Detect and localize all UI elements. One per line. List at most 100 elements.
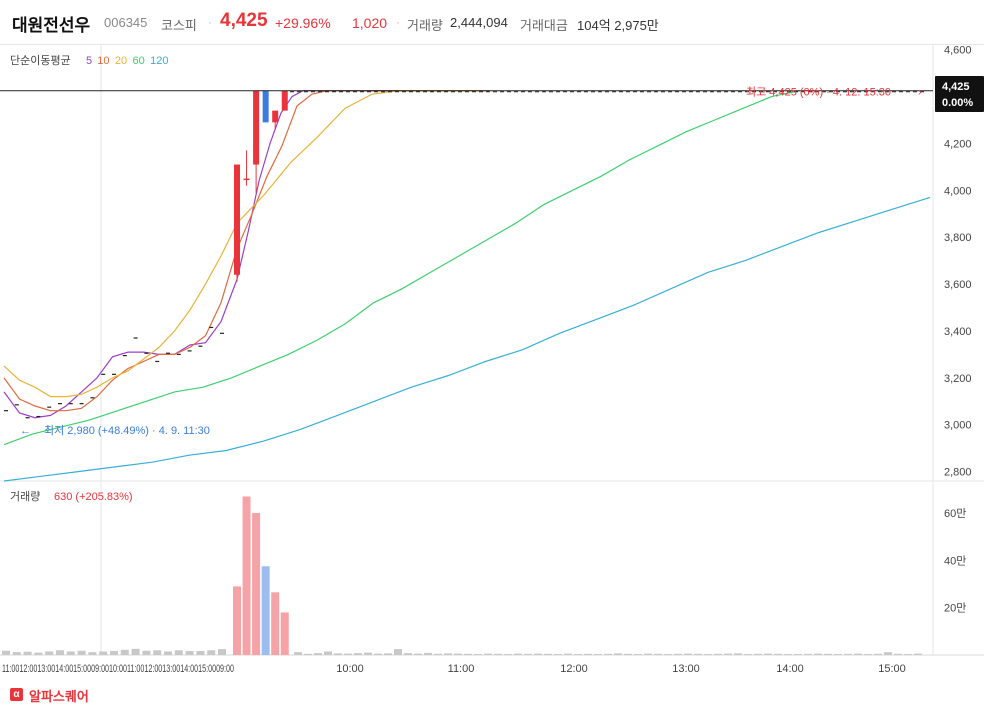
volume-bar [344, 653, 352, 655]
candle-body [272, 110, 279, 123]
volume-bar [354, 653, 362, 655]
volume-bar [131, 648, 140, 655]
volume-tick-label: 60만 [944, 507, 966, 520]
volume-bar [252, 513, 261, 655]
volume-bar [694, 653, 702, 655]
high-arrow-icon: › [918, 87, 922, 99]
volume-bar [814, 653, 822, 655]
volume-label: 거래량 [407, 18, 443, 33]
volume-bar [804, 653, 812, 655]
time-tick-label: 10:00 [336, 663, 364, 675]
volume-bar [854, 653, 862, 655]
volume-bar [644, 653, 652, 655]
candle-body [262, 90, 269, 123]
volume-bar [464, 653, 472, 655]
volume-bar [544, 653, 552, 655]
volume-bar [534, 653, 542, 655]
volume-bar [174, 650, 183, 655]
volume-bar [604, 653, 612, 655]
change-percent: +29.96% [275, 15, 331, 31]
volume-bar [23, 651, 32, 655]
volume-bar [185, 650, 194, 655]
volume-bar [384, 653, 392, 655]
ma60-line [3, 90, 801, 446]
stock-name[interactable]: 대원전선우 [12, 16, 91, 35]
volume-bar [233, 586, 241, 655]
time-tick-label: 15:00 [878, 663, 906, 675]
volume-bar [364, 652, 372, 655]
ma-legend-title: 단순이동평균 [10, 54, 71, 67]
volume-bar [774, 653, 782, 655]
volume-bar [704, 654, 712, 655]
volume-bar [66, 651, 75, 655]
price-tick-label: 3,600 [944, 279, 972, 291]
volume-bar [484, 653, 492, 655]
volume-bar [218, 649, 226, 655]
price-tick-label: 3,400 [944, 326, 972, 338]
low-arrow-icon: ← [20, 425, 31, 437]
time-tick-label: 14:00 [776, 663, 804, 675]
volume-bar [77, 650, 86, 655]
last-price-tag-pct: 0.00% [942, 97, 973, 109]
volume-tick-label: 20만 [944, 602, 966, 615]
last-price-tag [935, 76, 984, 112]
volume-bar [294, 652, 302, 655]
volume-bar [88, 652, 97, 655]
volume-bar [684, 653, 692, 655]
volume-pane-title: 거래량 [10, 490, 40, 503]
ma-legend-period-5: 5 [86, 55, 92, 67]
volume-bar [554, 654, 562, 655]
price-tick-label: 3,200 [944, 373, 972, 385]
change-amount: 1,020 [352, 15, 388, 31]
volume-bar [824, 653, 832, 655]
volume-bar [394, 649, 402, 655]
ma-legend-period-120: 120 [150, 55, 168, 67]
current-price: 4,425 [220, 10, 268, 31]
time-tick-label: 12:00 [560, 663, 588, 675]
volume-bar [674, 653, 682, 655]
volume-bar [324, 651, 332, 655]
volume-bar [34, 652, 43, 655]
volume-bar [794, 654, 802, 655]
time-tick-label: 13:00 [672, 663, 700, 675]
volume-bar [494, 653, 502, 655]
volume-bar [196, 650, 205, 655]
ma20-line [3, 90, 479, 398]
volume-bar [734, 653, 742, 655]
volume-bar [261, 566, 270, 655]
volume-bar [884, 652, 892, 655]
volume-bar [584, 653, 592, 655]
volume-bar [744, 654, 752, 655]
stock-code: 006345 [104, 15, 148, 30]
volume-bar [754, 653, 762, 655]
volume-bar [153, 650, 162, 655]
volume-bar [904, 654, 912, 655]
price-tick-label: 2,800 [944, 467, 972, 479]
stock-header: 대원전선우 006345 코스피 · 4,425 +29.96% 1,020 ·… [0, 0, 984, 45]
amount-label: 거래대금 [520, 18, 568, 33]
price-tick-label: 3,000 [944, 420, 972, 432]
volume-bar [444, 653, 452, 655]
volume-bar [110, 650, 118, 655]
volume-bar [624, 653, 632, 655]
volume-bar [414, 653, 422, 655]
ma-legend-period-20: 20 [115, 55, 127, 67]
candle-body [281, 90, 288, 111]
volume-bar [724, 653, 732, 655]
volume-bar [614, 653, 622, 655]
volume-bar [334, 653, 342, 655]
ma-legend-period-10: 10 [97, 55, 109, 67]
stock-chart[interactable]: 4,6004,4004,2004,0003,8003,6003,4003,200… [0, 0, 984, 684]
volume-bar [56, 650, 64, 655]
separator-dot: · [208, 15, 212, 29]
volume-tick-label: 40만 [944, 554, 966, 567]
price-tick-label: 4,200 [944, 138, 972, 150]
market-name: 코스피 [161, 18, 197, 33]
low-annotation: 최저 2,980 (+48.49%) · 4. 9. 11:30 [44, 424, 210, 437]
ma10-line [3, 90, 489, 412]
candle-body [234, 164, 240, 275]
volume-bar [574, 654, 582, 655]
volume-bar [242, 496, 251, 655]
volume-bar [280, 612, 289, 655]
time-tick-label: 11:00 [448, 663, 475, 675]
